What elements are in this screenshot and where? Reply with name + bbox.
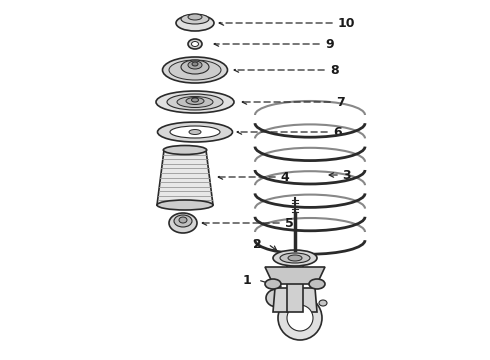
Ellipse shape — [319, 300, 327, 306]
Text: 9: 9 — [325, 37, 334, 50]
Ellipse shape — [169, 213, 197, 233]
Ellipse shape — [157, 122, 232, 142]
Ellipse shape — [192, 41, 198, 46]
Text: 7: 7 — [336, 95, 345, 108]
Text: 1: 1 — [243, 274, 252, 287]
Ellipse shape — [288, 255, 302, 261]
Ellipse shape — [169, 60, 221, 80]
Text: 10: 10 — [338, 17, 356, 30]
Text: 8: 8 — [330, 63, 339, 77]
Ellipse shape — [188, 39, 202, 49]
Text: 5: 5 — [285, 216, 294, 230]
Text: 6: 6 — [333, 126, 342, 139]
Ellipse shape — [156, 91, 234, 113]
Ellipse shape — [309, 279, 325, 289]
Ellipse shape — [186, 98, 204, 104]
Ellipse shape — [179, 217, 187, 223]
Circle shape — [287, 305, 313, 331]
Ellipse shape — [170, 126, 220, 138]
Ellipse shape — [189, 130, 201, 135]
Polygon shape — [157, 150, 213, 205]
Ellipse shape — [181, 14, 209, 24]
Ellipse shape — [163, 145, 207, 154]
Text: 4: 4 — [280, 171, 289, 184]
Ellipse shape — [157, 200, 213, 210]
Polygon shape — [265, 267, 325, 284]
Ellipse shape — [192, 98, 198, 102]
Ellipse shape — [176, 15, 214, 31]
Ellipse shape — [188, 61, 202, 69]
Ellipse shape — [273, 250, 317, 266]
Polygon shape — [287, 262, 303, 312]
Ellipse shape — [167, 94, 223, 110]
Ellipse shape — [265, 279, 281, 289]
Ellipse shape — [266, 289, 288, 307]
Ellipse shape — [163, 57, 227, 83]
Circle shape — [278, 296, 322, 340]
Ellipse shape — [188, 14, 202, 20]
Ellipse shape — [280, 253, 310, 263]
Ellipse shape — [181, 60, 209, 74]
Text: 3: 3 — [342, 168, 351, 181]
Ellipse shape — [177, 96, 213, 108]
Ellipse shape — [192, 62, 198, 66]
Text: 2: 2 — [253, 238, 262, 251]
Polygon shape — [273, 288, 317, 312]
Ellipse shape — [174, 215, 192, 227]
